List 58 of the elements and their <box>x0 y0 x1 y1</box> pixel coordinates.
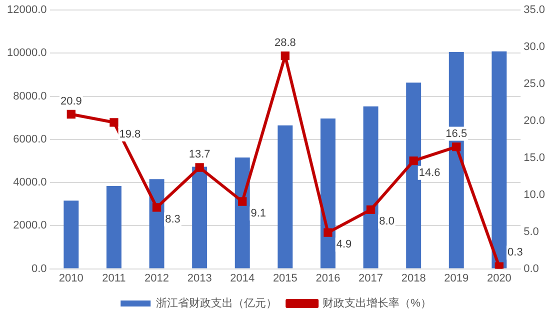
data-label: 20.9 <box>60 95 82 108</box>
data-label: 9.1 <box>250 208 266 220</box>
legend-label: 财政支出增长率（%） <box>322 296 432 310</box>
point <box>324 228 332 237</box>
y2-tick-label: 10.0 <box>524 188 546 201</box>
point <box>409 156 418 166</box>
y2-tick-label: 5.0 <box>524 226 539 238</box>
x-tick-label: 2016 <box>316 272 340 284</box>
bar <box>192 166 208 268</box>
point <box>280 52 290 60</box>
x-tick-label: 2015 <box>272 272 298 284</box>
x-tick-label: 2011 <box>102 272 126 284</box>
y-tick-label: 2000.0 <box>13 220 47 232</box>
x-tick-label: 2010 <box>58 272 84 284</box>
x-tick-label: 2018 <box>401 272 426 284</box>
data-label: 16.5 <box>446 128 468 140</box>
point <box>66 110 76 119</box>
bar <box>64 200 79 268</box>
bar <box>492 51 507 268</box>
y2-tick-label: 30.0 <box>524 41 546 54</box>
y-tick-label: 6000.0 <box>13 133 47 146</box>
data-label: 8.0 <box>379 216 394 228</box>
y-tick-label: 0.0 <box>31 262 47 275</box>
y-tick-label: 12000.0 <box>6 4 47 16</box>
point <box>366 205 376 214</box>
y2-tick-label: 20.0 <box>524 114 546 127</box>
point <box>494 262 504 269</box>
y-tick-label: 8000.0 <box>13 90 47 102</box>
data-label: 8.3 <box>165 213 180 226</box>
x-tick-label: 2014 <box>230 272 255 284</box>
x-tick-label: 2012 <box>144 272 170 284</box>
point <box>195 163 204 172</box>
y2-tick-label: 25.0 <box>524 78 546 90</box>
data-label: 14.6 <box>418 166 440 179</box>
data-label: 28.8 <box>274 36 296 49</box>
y2-tick-label: 15.0 <box>524 152 546 164</box>
bar <box>406 82 422 268</box>
x-tick-label: 2013 <box>187 272 212 284</box>
y-tick-label: 4000.0 <box>13 176 47 189</box>
y-tick-label: 10000.0 <box>6 47 47 60</box>
point <box>452 142 461 152</box>
data-label: 4.9 <box>336 238 352 251</box>
bar <box>320 118 336 268</box>
data-label: 0.3 <box>508 246 523 259</box>
data-label: 13.7 <box>188 148 210 161</box>
bar <box>363 106 378 268</box>
y2-tick-label: 0.0 <box>524 262 539 275</box>
legend-label: 浙江省财政支出（亿元） <box>156 296 278 310</box>
point <box>238 197 247 206</box>
point <box>152 203 162 212</box>
bar <box>106 186 122 268</box>
x-tick-label: 2017 <box>358 272 384 284</box>
y2-tick-label: 35.0 <box>524 4 546 16</box>
point <box>110 118 118 127</box>
bar <box>278 125 293 268</box>
x-tick-label: 2019 <box>444 272 469 284</box>
x-tick-label: 2020 <box>486 272 512 284</box>
data-label: 19.8 <box>119 128 141 140</box>
